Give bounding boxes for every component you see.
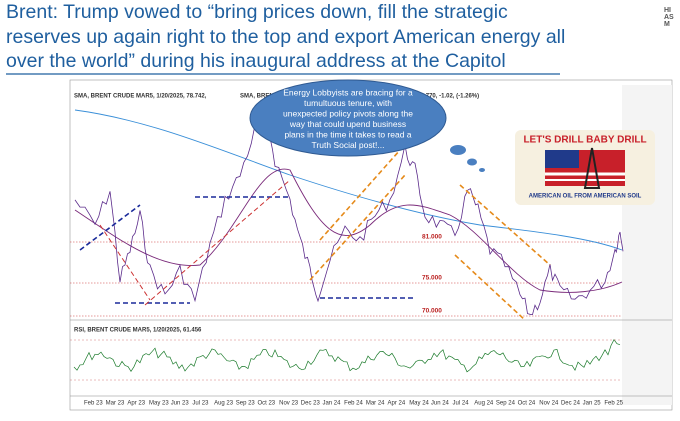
price-line	[74, 102, 624, 316]
x-tick-label: Mar 24	[366, 401, 385, 407]
x-tick-label: May 23	[149, 401, 169, 407]
x-tick-label: Aug 24	[474, 401, 494, 407]
x-tick-label: Apr 23	[127, 401, 145, 407]
level-label: 75.000	[422, 275, 442, 282]
x-tick-label: Jul 23	[192, 401, 209, 407]
x-tick-label: Feb 24	[344, 401, 363, 407]
logo-text: LET'S DRILL BABY DRILL	[523, 135, 646, 146]
callout	[249, 79, 485, 172]
x-tick-label: Nov 24	[539, 401, 559, 407]
logo	[515, 130, 655, 205]
title-line: over the world” during his inaugural add…	[6, 50, 506, 72]
x-tick-label: Dec 23	[301, 401, 321, 407]
x-tick-label: Aug 23	[214, 401, 234, 407]
x-tick-label: Jun 24	[431, 401, 450, 407]
level-label: 70.000	[422, 308, 442, 315]
title-line: Brent: Trump vowed to “bring prices down…	[6, 1, 508, 23]
price-label: SMA, BRENT CRUDE MAR5, 1/20/2025, 78.742…	[74, 94, 207, 100]
x-tick-label: Sep 24	[496, 401, 516, 407]
x-tick-label: May 24	[409, 401, 429, 407]
x-tick-label: Jul 24	[453, 401, 470, 407]
x-tick-label: Feb 23	[84, 401, 103, 407]
rsi-label: RSI, BRENT CRUDE MAR5, 1/20/2025, 61.456	[74, 328, 202, 334]
x-tick-label: Dec 24	[561, 401, 581, 407]
logo-text: AMERICAN OIL FROM AMERICAN SOIL	[529, 194, 642, 200]
callout-text: tumultuous tenure, with	[304, 98, 392, 108]
rsi-line	[73, 339, 621, 373]
title-line: reserves up again right to the top and e…	[6, 26, 565, 48]
x-tick-label: Nov 23	[279, 401, 299, 407]
x-tick-label: Oct 23	[257, 401, 275, 407]
level-label: 81.000	[422, 234, 442, 241]
x-tick-label: Mar 23	[106, 401, 125, 407]
callout-text: unexpected policy pivots along the	[283, 108, 413, 118]
corner-text: HI	[664, 7, 671, 14]
callout-text: way that could upend business	[289, 119, 406, 129]
callout-text: Truth Social post!...	[312, 140, 385, 150]
trendlines	[79, 149, 551, 321]
callout-text: Energy Lobbyists are bracing for a	[283, 87, 413, 97]
x-tick-label: Jan 25	[583, 401, 602, 407]
x-tick-label: Feb 25	[604, 401, 623, 407]
corner-text: M	[664, 21, 670, 28]
callout-text: plans in the time it takes to read a	[284, 129, 411, 139]
x-tick-label: Apr 24	[388, 401, 406, 407]
x-tick-label: Oct 24	[518, 401, 536, 407]
corner-text: AS	[664, 14, 674, 21]
short-sma	[74, 168, 623, 293]
x-tick-label: Jun 23	[171, 401, 190, 407]
x-tick-label: Sep 23	[236, 401, 256, 407]
long-sma	[74, 109, 623, 251]
x-tick-label: Jan 24	[322, 401, 341, 407]
